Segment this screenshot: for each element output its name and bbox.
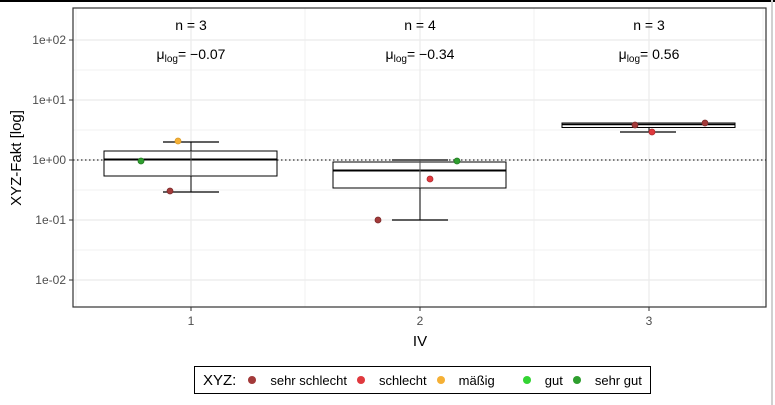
y-tick-label: 1e-01 [35,213,66,227]
point-g1-sehr-schlecht [166,187,174,195]
point-g2-schlecht [426,175,434,183]
y-axis-ticks [69,39,73,281]
point-g2-sehr-gut [453,157,461,165]
n-label-group-1: n = 3 [175,17,207,33]
point-g3-schlecht [648,128,656,136]
legend-dot-icon [522,376,531,384]
data-points [137,119,709,224]
legend: XYZ: sehr schlecht schlecht mäßig gut se… [194,366,651,394]
legend-label: gut [544,372,563,388]
legend-item-maessig: mäßig [436,372,495,388]
box-group-2 [332,159,507,221]
legend-item-gut: gut [522,372,563,388]
point-g1-sehr-gut [137,157,145,165]
mu-label-group-3: μlog= 0.56 [619,46,680,65]
y-tick-label: 1e+02 [32,33,66,47]
legend-dot-icon [436,376,445,384]
legend-dot-icon [248,376,257,384]
mu-label-group-2: μlog= −0.34 [386,46,455,65]
point-g1-maessig [174,137,182,145]
x-axis-title: IV [413,333,427,350]
legend-dot-icon [356,376,365,384]
mu-label-group-1: μlog= −0.07 [157,46,226,65]
legend-title: XYZ: [203,371,237,389]
top-border [0,0,775,2]
legend-label: mäßig [458,372,495,388]
right-border [771,0,773,405]
point-g2-sehr-schlecht [374,216,382,224]
legend-item-sehr-schlecht: sehr schlecht [248,373,347,388]
x-axis-ticks [190,307,650,311]
point-g3-sehr-schlecht-a [631,121,639,129]
x-tick-label: 1 [188,314,195,328]
point-g3-sehr-schlecht-b [701,119,709,127]
legend-label: sehr schlecht [270,372,347,388]
legend-label: sehr gut [594,372,642,388]
y-axis-title: XYZ-Fakt [log] [8,110,25,206]
y-tick-label: 1e+00 [32,153,66,167]
legend-item-schlecht: schlecht [356,372,427,388]
y-tick-label: 1e-02 [35,273,66,287]
legend-label: schlecht [378,372,427,388]
legend-item-sehr-gut: sehr gut [572,372,642,388]
legend-dot-icon [572,376,581,384]
n-label-group-3: n = 3 [633,17,665,33]
x-tick-label: 2 [417,314,424,328]
y-tick-label: 1e+01 [32,93,66,107]
x-tick-label: 3 [646,314,653,328]
n-label-group-2: n = 4 [404,17,436,33]
